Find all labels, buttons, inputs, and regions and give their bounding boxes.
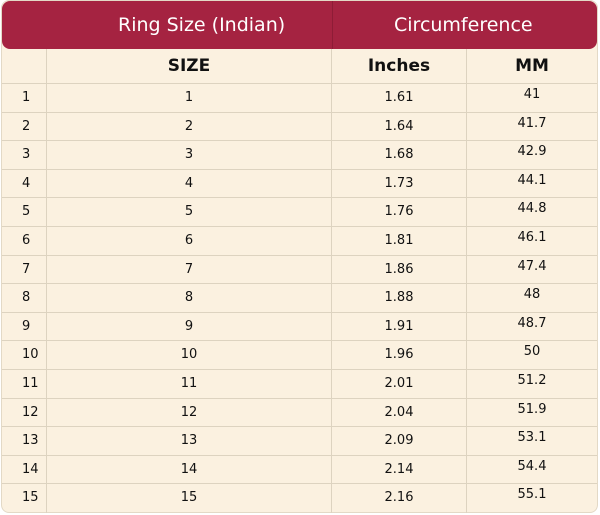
- mm-cell: 46.1: [517, 229, 547, 245]
- inches-cell: 2.04: [332, 398, 467, 427]
- mm-cell: 50: [523, 344, 541, 360]
- row-index: 12: [2, 398, 47, 427]
- mm-cell: 41.7: [517, 115, 547, 131]
- inches-cell: 1.68: [332, 141, 467, 169]
- inches-cell: 1.73: [332, 169, 467, 198]
- column-header-row: SIZE Inches MM: [2, 49, 597, 84]
- inches-cell: 2.16: [332, 484, 467, 513]
- table-row: 6 6 1.81 46.1: [2, 226, 597, 256]
- table-row: 4 4 1.73 44.1: [2, 169, 597, 199]
- inches-cell: 1.88: [332, 284, 467, 312]
- inches-cell: 2.01: [332, 369, 467, 398]
- row-index: 14: [2, 455, 47, 484]
- row-index: 8: [2, 284, 47, 312]
- size-cell: 7: [47, 255, 332, 284]
- row-index: 15: [2, 484, 47, 513]
- table-row: 11 11 2.01 51.2: [2, 369, 597, 399]
- mm-header: MM: [515, 56, 549, 76]
- size-cell: 5: [47, 198, 332, 226]
- row-index: 7: [2, 255, 47, 284]
- table-row: 5 5 1.76 44.8: [2, 198, 597, 227]
- inches-cell: 1.96: [332, 341, 467, 369]
- row-index: 11: [2, 369, 47, 398]
- table-row: 15 15 2.16 55.1: [2, 484, 597, 513]
- table-row: 13 13 2.09 53.1: [2, 427, 597, 456]
- mm-cell: 44.1: [517, 172, 547, 188]
- inches-cell: 1.64: [332, 112, 467, 141]
- table-header: Ring Size (Indian) Circumference: [2, 1, 597, 49]
- mm-cell: 47.4: [517, 258, 547, 274]
- size-cell: 10: [47, 341, 332, 369]
- table-row: 8 8 1.88 48: [2, 284, 597, 313]
- size-cell: 12: [47, 398, 332, 427]
- mm-cell: 53.1: [517, 430, 547, 446]
- mm-cell: 51.2: [517, 372, 547, 388]
- size-cell: 4: [47, 169, 332, 198]
- inches-cell: 2.14: [332, 455, 467, 484]
- size-table: SIZE Inches MM 1 1 1.61 41 2 2 1.64 41.7 3 3 1.68 4…: [2, 49, 597, 513]
- index-header: [2, 49, 47, 83]
- row-index: 3: [2, 141, 47, 169]
- size-cell: 3: [47, 141, 332, 169]
- row-index: 2: [2, 112, 47, 141]
- row-index: 1: [2, 84, 47, 112]
- inches-cell: 1.61: [332, 84, 467, 112]
- mm-cell: 54.4: [517, 458, 547, 474]
- table-row: 9 9 1.91 48.7: [2, 312, 597, 342]
- size-cell: 8: [47, 284, 332, 312]
- mm-cell: 48.7: [517, 315, 547, 331]
- inches-cell: 2.09: [332, 427, 467, 455]
- header-divider: [332, 1, 333, 49]
- mm-cell: 55.1: [517, 487, 547, 503]
- row-index: 13: [2, 427, 47, 455]
- size-cell: 6: [47, 226, 332, 255]
- mm-cell: 44.8: [517, 201, 547, 217]
- mm-cell: 51.9: [517, 401, 547, 417]
- ring-size-heading: Ring Size (Indian): [118, 14, 286, 36]
- row-index: 4: [2, 169, 47, 198]
- size-cell: 9: [47, 312, 332, 341]
- table-row: 12 12 2.04 51.9: [2, 398, 597, 428]
- size-cell: 15: [47, 484, 332, 513]
- inches-cell: 1.76: [332, 198, 467, 226]
- inches-cell: 1.91: [332, 312, 467, 341]
- inches-cell: 1.86: [332, 255, 467, 284]
- size-cell: 14: [47, 455, 332, 484]
- row-index: 10: [2, 341, 47, 369]
- inches-header: Inches: [332, 49, 467, 83]
- row-index: 9: [2, 312, 47, 341]
- row-index: 5: [2, 198, 47, 226]
- inches-cell: 1.81: [332, 226, 467, 255]
- row-index: 6: [2, 226, 47, 255]
- table-row: 1 1 1.61 41: [2, 84, 597, 113]
- table-row: 10 10 1.96 50: [2, 341, 597, 370]
- table-row: 2 2 1.64 41.7: [2, 112, 597, 142]
- table-row: 7 7 1.86 47.4: [2, 255, 597, 285]
- size-cell: 1: [47, 84, 332, 112]
- table-row: 14 14 2.14 54.4: [2, 455, 597, 485]
- mm-cell: 48: [523, 287, 541, 303]
- circumference-heading: Circumference: [394, 14, 533, 36]
- size-cell: 13: [47, 427, 332, 455]
- mm-cell: 41: [523, 87, 541, 102]
- size-header: SIZE: [47, 49, 332, 83]
- size-cell: 11: [47, 369, 332, 398]
- table-row: 3 3 1.68 42.9: [2, 141, 597, 170]
- mm-cell: 42.9: [517, 144, 547, 160]
- size-cell: 2: [47, 112, 332, 141]
